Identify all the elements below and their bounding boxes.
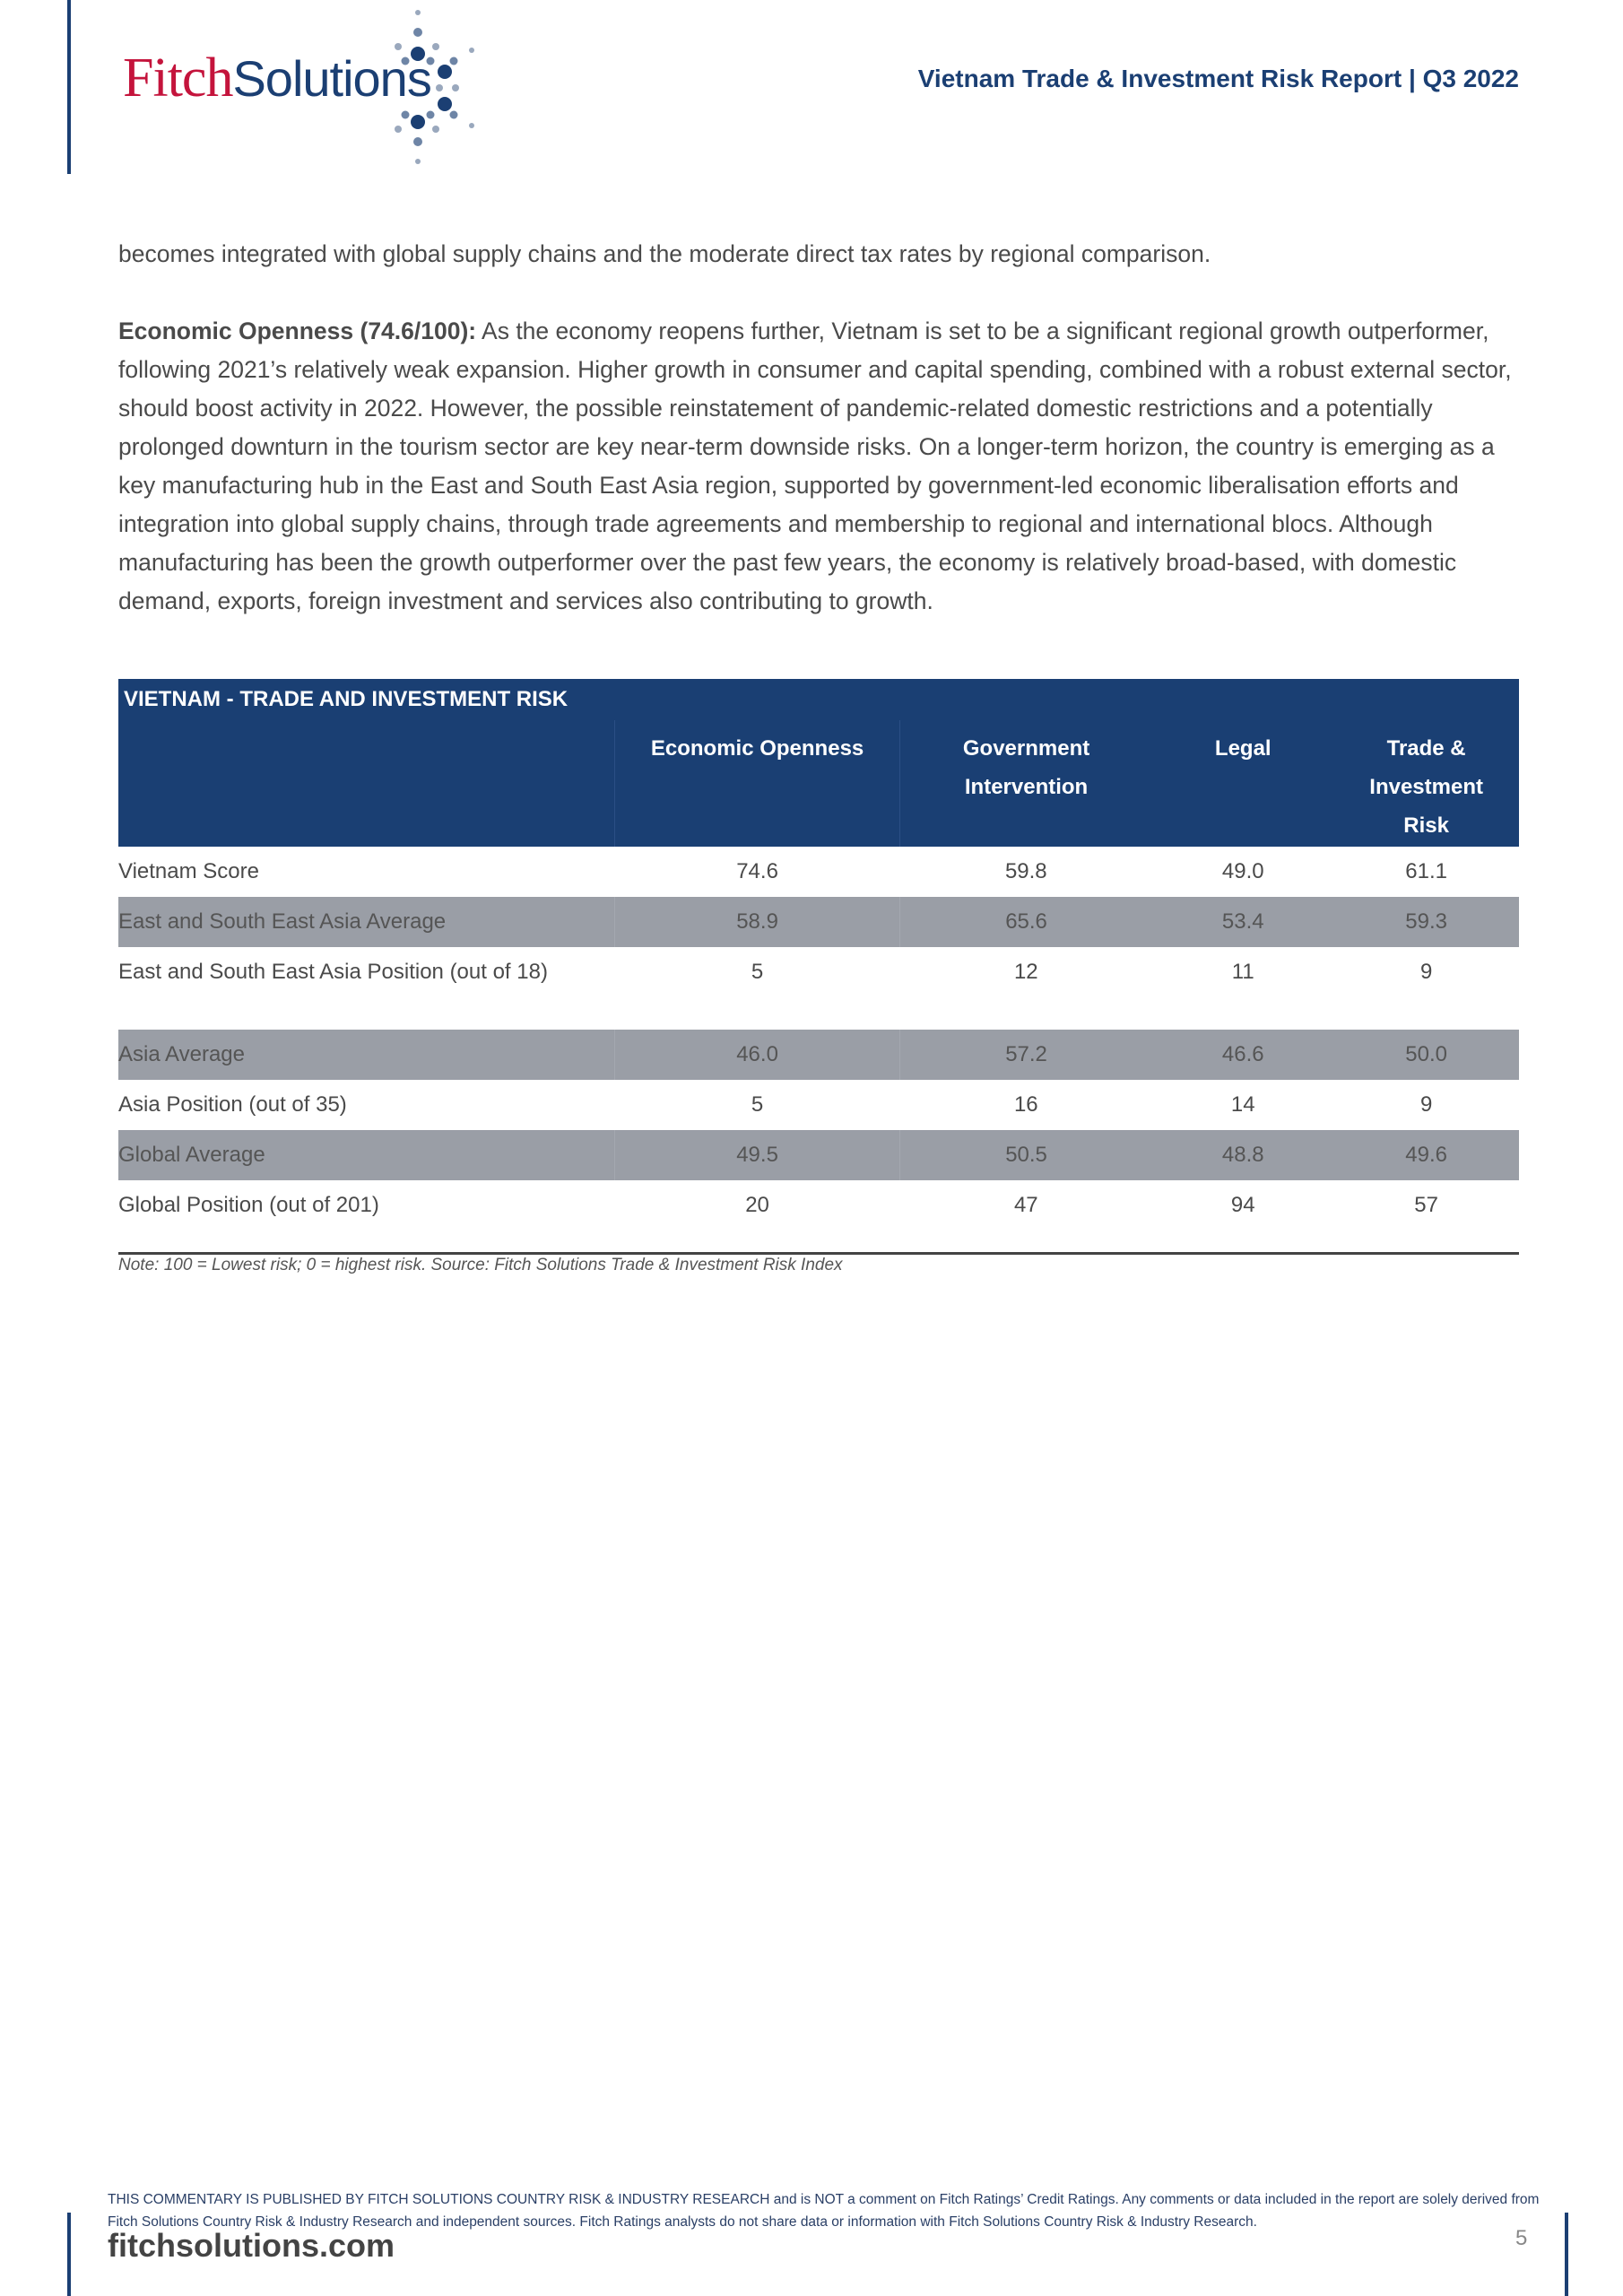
col-header: Government Intervention — [899, 720, 1153, 847]
cell-value: 12 — [1013, 960, 1038, 984]
table-header: Economic Openness Government Interventio… — [118, 720, 1519, 847]
table-row: East and South East Asia Average 58.9 65.6… — [118, 897, 1519, 947]
table-row: Global Position (out of 201) 20 47 94 57 — [118, 1180, 1519, 1231]
table-title: VIETNAM - TRADE AND INVESTMENT RISK — [118, 679, 1519, 720]
cell-value: 50.5 — [899, 1130, 1153, 1180]
page-number: 5 — [1515, 2226, 1528, 2250]
row-label: Asia Position (out of 35) — [118, 1092, 347, 1117]
row-label: Global Average — [118, 1130, 616, 1180]
cell-value: 5 — [751, 960, 764, 984]
cell-value: 58.9 — [614, 897, 900, 947]
cell-value: 59.8 — [1004, 859, 1047, 883]
row-label: Global Position (out of 201) — [118, 1193, 379, 1217]
cell-value: 49.5 — [614, 1130, 900, 1180]
cell-value: 5 — [751, 1092, 764, 1117]
row-label: East and South East Asia Position (out o… — [118, 960, 548, 984]
cell-value: 48.8 — [1152, 1130, 1334, 1180]
row-label: East and South East Asia Average — [118, 897, 616, 947]
cell-value: 65.6 — [899, 897, 1153, 947]
cell-value: 53.4 — [1152, 897, 1334, 947]
footer-bar-right — [1565, 2213, 1568, 2296]
report-title: Vietnam Trade & Investment Risk Report |… — [917, 65, 1519, 92]
cell-value: 9 — [1419, 1092, 1433, 1117]
section-text: As the economy reopens further, Vietnam … — [118, 317, 1512, 614]
table-note: Note: 100 = Lowest risk; 0 = highest ris… — [118, 1256, 843, 1274]
cell-value: 49.0 — [1221, 859, 1264, 883]
fitch-solutions-logo: FitchSolutions — [123, 47, 432, 110]
table-row: Asia Position (out of 35) 5 16 14 9 — [118, 1080, 1519, 1130]
cell-value: 20 — [745, 1193, 769, 1217]
footer-bar-left — [67, 2213, 71, 2296]
economic-openness-paragraph: Economic Openness (74.6/100): As the eco… — [118, 312, 1519, 621]
cell-value: 9 — [1419, 960, 1433, 984]
cell-value: 49.6 — [1333, 1130, 1519, 1180]
website-link[interactable]: fitchsolutions.com — [108, 2227, 395, 2264]
cell-value: 57 — [1414, 1193, 1438, 1217]
cell-value: 74.6 — [736, 859, 778, 883]
cell-value: 57.2 — [899, 1030, 1153, 1080]
cell-value: 11 — [1231, 960, 1254, 984]
col-header: Trade & Investment Risk — [1333, 720, 1519, 847]
disclaimer: THIS COMMENTARY IS PUBLISHED BY FITCH SO… — [108, 2192, 1540, 2230]
logo-fitch: Fitch — [123, 48, 233, 109]
logo-solutions: Solutions — [232, 50, 431, 107]
table-row: Asia Average 46.0 57.2 46.6 50.0 — [118, 1030, 1519, 1080]
cell-value: 50.0 — [1333, 1030, 1519, 1080]
cell-value: 46.6 — [1152, 1030, 1334, 1080]
cell-value: 47 — [1013, 1193, 1038, 1217]
risk-table: VIETNAM - TRADE AND INVESTMENT RISK Econ… — [118, 679, 1519, 1255]
col-header: Economic Openness — [614, 720, 900, 847]
logo-dots-icon — [395, 10, 474, 164]
row-label: Asia Average — [118, 1030, 616, 1080]
cell-value: 59.3 — [1333, 897, 1519, 947]
section-title: Economic Openness (74.6/100): — [118, 317, 477, 344]
col-header: Legal — [1152, 720, 1334, 847]
header-accent-bar — [67, 0, 71, 174]
row-label: Vietnam Score — [118, 859, 259, 883]
cell-value: 46.0 — [614, 1030, 900, 1080]
cell-value: 14 — [1230, 1092, 1255, 1117]
intro-paragraph: becomes integrated with global supply ch… — [118, 240, 1211, 267]
table-row: Vietnam Score 74.6 59.8 49.0 61.1 — [118, 847, 1519, 897]
table-row: Global Average 49.5 50.5 48.8 49.6 — [118, 1130, 1519, 1180]
cell-value: 61.1 — [1405, 859, 1447, 883]
cell-value: 94 — [1230, 1193, 1255, 1217]
table-row: East and South East Asia Position (out o… — [118, 947, 1519, 997]
cell-value: 16 — [1013, 1092, 1038, 1117]
